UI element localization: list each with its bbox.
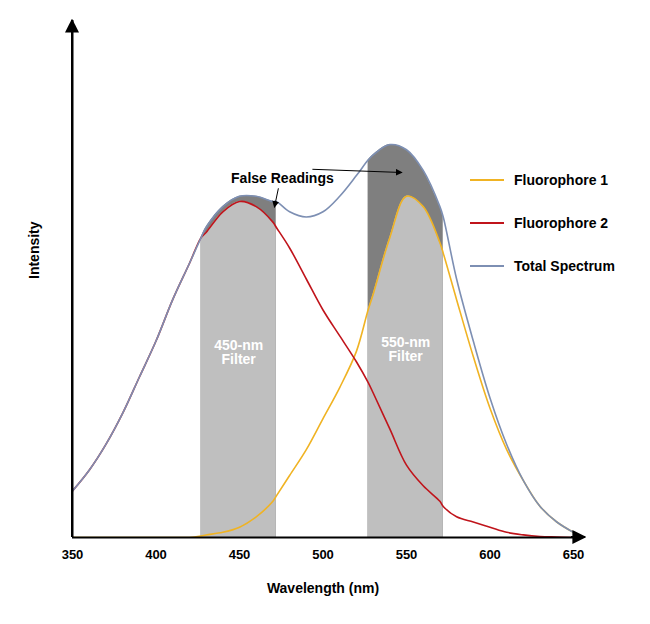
svg-text:350: 350: [62, 547, 84, 562]
svg-text:Wavelength (nm): Wavelength (nm): [267, 580, 379, 596]
svg-text:650: 650: [563, 547, 585, 562]
html-text:Fluorophore 1: Fluorophore 1: [514, 171, 609, 188]
svg-text:450-nmFilter: 450-nmFilter: [214, 337, 263, 367]
svg-text:500: 500: [312, 547, 334, 562]
html-text:Total Spectrum: Total Spectrum: [514, 257, 615, 274]
svg-text:550-nmFilter: 550-nmFilter: [381, 334, 430, 364]
svg-text:400: 400: [145, 547, 167, 562]
html-text:Fluorophore 2: Fluorophore 2: [514, 214, 609, 231]
svg-text:550: 550: [396, 547, 418, 562]
svg-text:450: 450: [229, 547, 251, 562]
svg-text:600: 600: [479, 547, 501, 562]
svg-text:False Readings: False Readings: [231, 170, 334, 186]
svg-text:Intensity: Intensity: [26, 221, 42, 279]
